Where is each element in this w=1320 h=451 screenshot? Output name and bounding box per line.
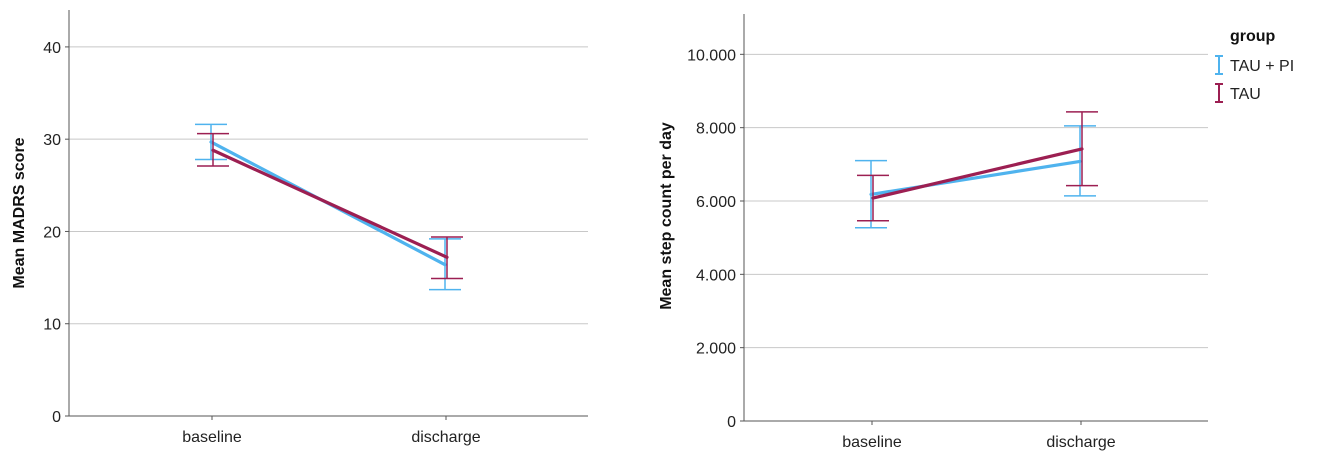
legend-label: TAU + PI bbox=[1230, 58, 1294, 75]
right-y-axis-label: Mean step count per day bbox=[658, 122, 675, 310]
right-y-tick-label: 8.000 bbox=[696, 121, 736, 138]
right-x-tick-label: baseline bbox=[842, 434, 902, 451]
series-tau bbox=[857, 111, 1098, 222]
left-x-ticks: baseline discharge bbox=[182, 416, 481, 446]
left-y-axis-label: Mean MADRS score bbox=[11, 137, 28, 288]
left-series bbox=[195, 123, 463, 291]
series-line bbox=[871, 147, 1084, 200]
right-y-tick-label: 6.000 bbox=[696, 194, 736, 211]
right-series bbox=[855, 111, 1098, 229]
right-y-ticks: 0 2.000 4.000 6.000 8.000 10.000 bbox=[687, 47, 744, 431]
legend-errorbar-icon bbox=[1215, 55, 1223, 75]
right-y-tick-label: 2.000 bbox=[696, 341, 736, 358]
left-y-tick-label: 10 bbox=[43, 317, 61, 334]
right-y-tick-label: 10.000 bbox=[687, 47, 736, 64]
right-y-tick-label: 4.000 bbox=[696, 267, 736, 284]
left-x-tick-label: baseline bbox=[182, 429, 242, 446]
left-x-tick-label: discharge bbox=[411, 429, 480, 446]
left-y-tick-label: 40 bbox=[43, 40, 61, 57]
legend-item-tau: TAU bbox=[1215, 83, 1261, 103]
left-y-tick-label: 0 bbox=[52, 409, 61, 426]
legend-label: TAU bbox=[1230, 86, 1261, 103]
right-x-ticks: baseline discharge bbox=[842, 421, 1116, 451]
legend-items: TAU + PI TAU bbox=[1215, 55, 1294, 103]
legend-errorbar-icon bbox=[1215, 83, 1223, 103]
legend-title: group bbox=[1230, 28, 1276, 45]
series-line bbox=[211, 148, 449, 259]
legend-item-tau-pi: TAU + PI bbox=[1215, 55, 1294, 75]
right-chart: 0 2.000 4.000 6.000 8.000 10.000 baseline disc… bbox=[658, 14, 1208, 451]
series-line bbox=[869, 159, 1082, 196]
left-y-tick-label: 30 bbox=[43, 132, 61, 149]
series-tau-pi bbox=[855, 125, 1096, 229]
series-tau bbox=[197, 132, 463, 280]
left-y-tick-label: 20 bbox=[43, 224, 61, 241]
right-gridlines bbox=[744, 53, 1208, 349]
left-gridlines bbox=[69, 46, 588, 325]
left-y-ticks: 0 10 20 30 40 bbox=[43, 40, 69, 426]
legend: group TAU + PI TAU bbox=[1215, 28, 1294, 103]
right-x-tick-label: discharge bbox=[1046, 434, 1115, 451]
left-chart: 0 10 20 30 40 baseline discharge Mean MADRS s… bbox=[11, 10, 588, 446]
right-y-tick-label: 0 bbox=[727, 414, 736, 431]
series-tau-pi bbox=[195, 123, 461, 291]
